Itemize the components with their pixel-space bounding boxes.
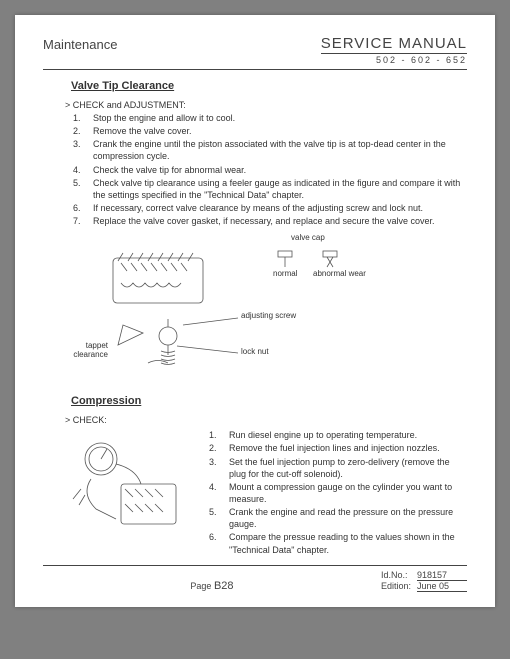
step: Compare the pressue reading to the value…	[219, 531, 467, 555]
label-valve-cap: valve cap	[291, 233, 325, 242]
label-normal: normal	[273, 269, 297, 278]
page-footer: Page B28 Id.No.: 918157 Edition: June 05	[43, 565, 467, 592]
section2-sublabel: > CHECK:	[65, 415, 467, 425]
step: If necessary, correct valve clearance by…	[83, 202, 467, 214]
page-label: Page	[190, 581, 211, 591]
figure-compression-row: Run diesel engine up to operating temper…	[61, 429, 467, 556]
header-section: Maintenance	[43, 35, 117, 52]
edition-value: June 05	[417, 581, 467, 592]
id-label: Id.No.:	[381, 570, 411, 581]
label-locknut: lock nut	[241, 347, 269, 356]
step: Remove the fuel injection lines and inje…	[219, 442, 467, 454]
page-number: B28	[214, 580, 234, 592]
footer-page: Page B28	[190, 580, 233, 592]
label-tappet: tappet clearance	[63, 341, 108, 359]
section-valve-title: Valve Tip Clearance	[71, 80, 467, 92]
label-adjusting: adjusting screw	[241, 311, 296, 320]
header-title-block: SERVICE MANUAL 502 - 602 - 652	[321, 35, 467, 65]
compression-diagram-svg	[61, 429, 191, 539]
section-compression-title: Compression	[71, 395, 467, 407]
step: Check the valve tip for abnormal wear.	[83, 164, 467, 176]
manual-title: SERVICE MANUAL	[321, 35, 467, 52]
step: Set the fuel injection pump to zero-deli…	[219, 456, 467, 480]
section2-steps-wrapper: Run diesel engine up to operating temper…	[201, 429, 467, 556]
header-divider	[43, 69, 467, 70]
step: Check valve tip clearance using a feeler…	[83, 177, 467, 201]
service-manual-page: Maintenance SERVICE MANUAL 502 - 602 - 6…	[15, 15, 495, 607]
step: Crank the engine until the piston associ…	[83, 138, 467, 162]
step: Mount a compression gauge on the cylinde…	[219, 481, 467, 505]
step: Crank the engine and read the pressure o…	[219, 506, 467, 530]
step: Stop the engine and allow it to cool.	[83, 112, 467, 124]
section1-sublabel: > CHECK and ADJUSTMENT:	[65, 100, 467, 110]
id-value: 918157	[417, 570, 467, 581]
figure-valve: valve cap normal abnormal wear adjusting…	[73, 233, 467, 383]
valve-diagram-svg	[73, 233, 453, 383]
step: Remove the valve cover.	[83, 125, 467, 137]
label-abnormal: abnormal wear	[313, 269, 366, 278]
footer-meta: Id.No.: 918157 Edition: June 05	[381, 570, 467, 592]
page-header: Maintenance SERVICE MANUAL 502 - 602 - 6…	[43, 35, 467, 65]
step: Replace the valve cover gasket, if neces…	[83, 215, 467, 227]
section2-steps: Run diesel engine up to operating temper…	[201, 429, 467, 555]
section1-steps: Stop the engine and allow it to cool. Re…	[65, 112, 467, 227]
edition-label: Edition:	[381, 581, 411, 592]
step: Run diesel engine up to operating temper…	[219, 429, 467, 441]
model-numbers: 502 - 602 - 652	[321, 53, 467, 65]
